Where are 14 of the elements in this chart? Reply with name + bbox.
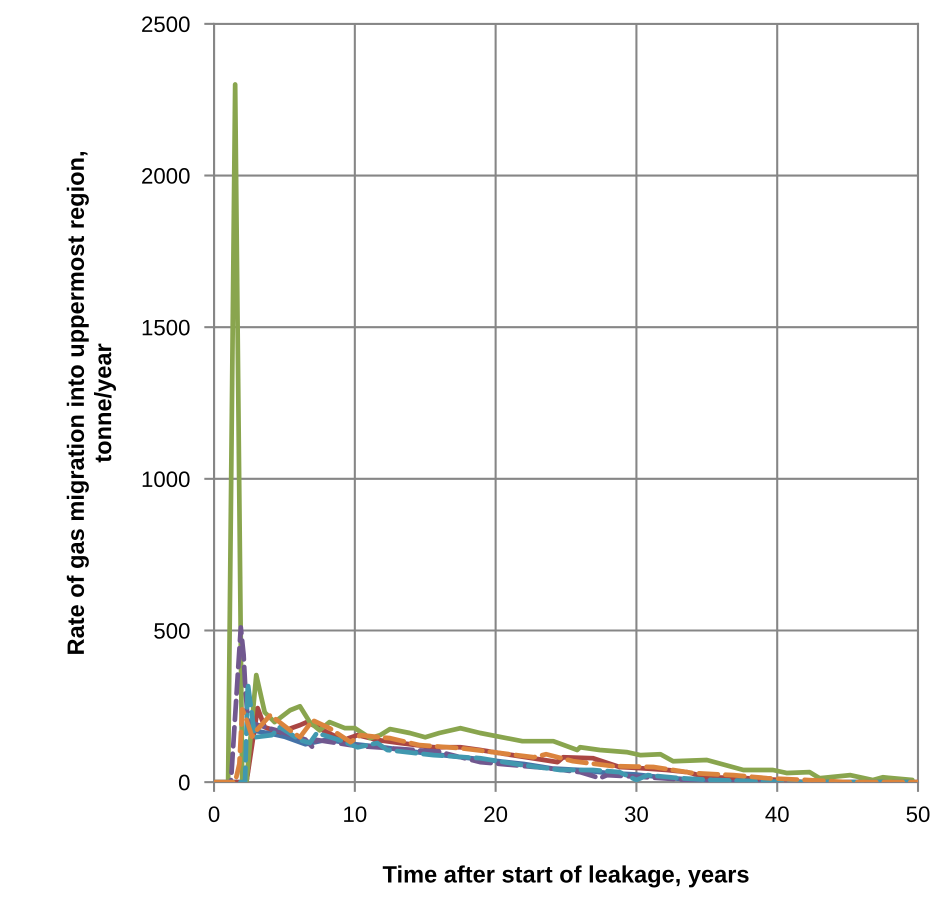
- y-tick-label: 1500: [142, 320, 190, 336]
- y-tick-label: 0: [178, 774, 190, 790]
- x-tick-label: 0: [208, 806, 220, 822]
- x-tick-label: 30: [624, 806, 648, 822]
- y-axis-title: Rate of gas migration into uppermost region, tonne/year: [66, 152, 116, 654]
- x-axis-title: Time after start of leakage, years: [382, 865, 749, 888]
- x-tick-label: 10: [344, 806, 366, 822]
- y-tick-label: 2500: [142, 16, 190, 32]
- x-tick-label: 40: [765, 806, 789, 822]
- y-tick-label: 2000: [142, 168, 190, 184]
- y-tick-label: 500: [154, 623, 190, 639]
- y-tick-label: 1000: [142, 471, 190, 488]
- x-tick-label: 50: [906, 806, 930, 822]
- x-tick-label: 20: [484, 806, 508, 822]
